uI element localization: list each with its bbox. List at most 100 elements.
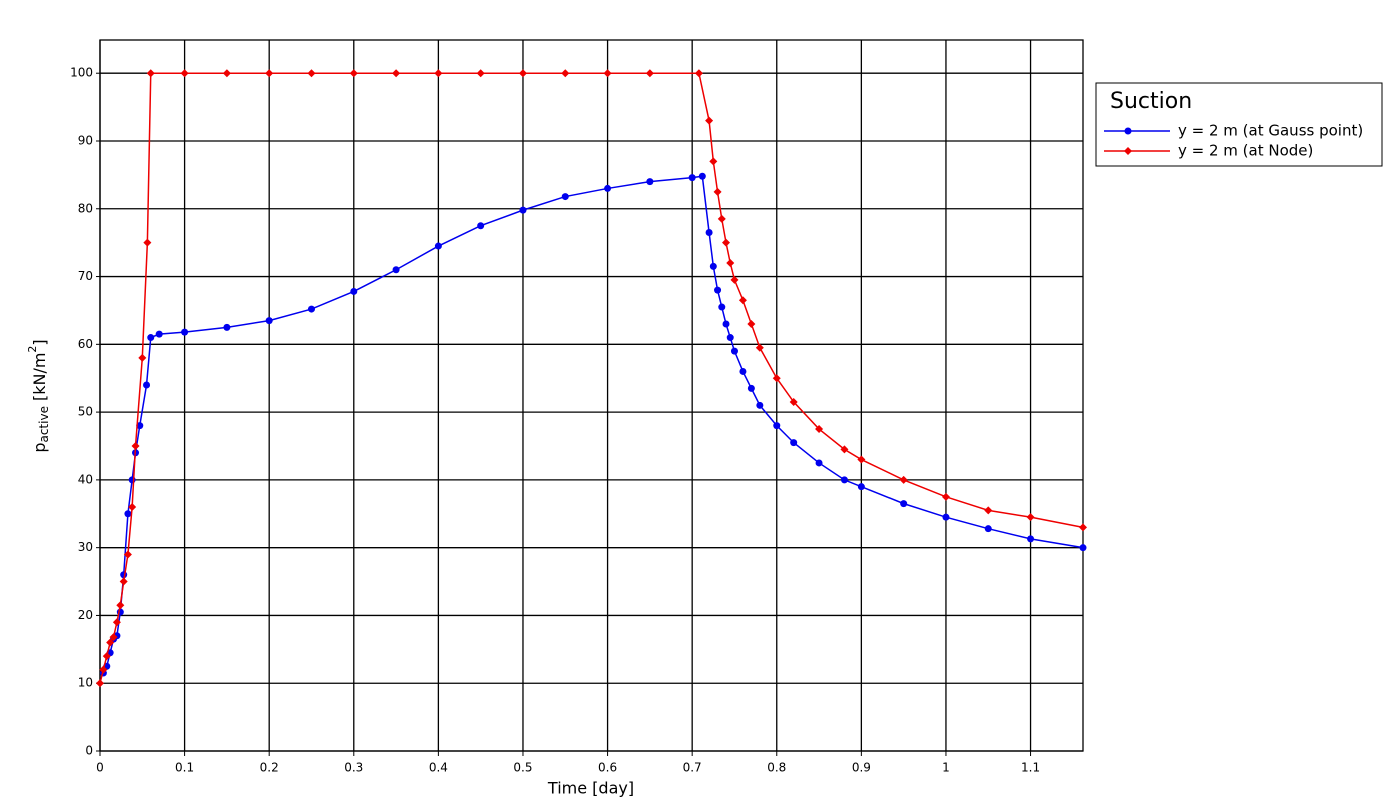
y-tick-label: 100 <box>70 66 93 80</box>
marker <box>1124 147 1132 155</box>
marker <box>815 459 823 467</box>
marker <box>477 222 485 230</box>
marker <box>857 483 865 491</box>
marker <box>307 69 316 78</box>
y-tick-label: 30 <box>78 540 93 554</box>
marker <box>143 381 151 389</box>
marker <box>1079 523 1087 532</box>
marker <box>899 475 908 484</box>
x-tick-label: 0.4 <box>429 761 448 775</box>
marker <box>222 69 231 78</box>
marker <box>646 178 654 186</box>
marker <box>1026 513 1035 522</box>
marker <box>147 334 155 342</box>
marker <box>840 476 848 484</box>
marker <box>789 397 798 406</box>
marker <box>307 305 315 313</box>
marker <box>434 69 443 78</box>
marker <box>705 116 714 125</box>
marker <box>603 69 612 78</box>
x-tick-label: 0.8 <box>767 761 786 775</box>
marker <box>123 550 132 559</box>
legend-label: y = 2 m (at Node) <box>1178 142 1313 160</box>
marker <box>772 374 781 383</box>
marker <box>714 286 722 294</box>
marker <box>705 228 713 236</box>
marker <box>718 303 726 311</box>
x-axis-label: Time [day] <box>547 779 634 798</box>
marker <box>941 492 950 501</box>
marker <box>698 172 706 180</box>
marker <box>645 69 654 78</box>
marker <box>146 69 155 78</box>
x-tick-label: 1.1 <box>1021 761 1040 775</box>
marker <box>1027 535 1035 543</box>
marker <box>265 69 274 78</box>
marker <box>561 69 570 78</box>
y-label-base: p <box>30 443 49 453</box>
x-tick-label: 0 <box>96 761 104 775</box>
marker <box>730 275 739 284</box>
marker <box>561 193 569 201</box>
y-label-sup: 2 <box>26 346 39 353</box>
marker <box>116 601 125 610</box>
marker <box>730 347 738 355</box>
marker <box>96 679 104 688</box>
marker <box>518 69 527 78</box>
marker <box>755 343 764 352</box>
marker <box>747 319 756 328</box>
marker <box>119 577 128 586</box>
marker <box>131 441 140 450</box>
marker <box>99 665 108 674</box>
marker <box>604 184 612 192</box>
marker <box>984 506 993 515</box>
marker <box>726 258 735 267</box>
marker <box>709 157 718 166</box>
y-tick-label: 80 <box>78 201 93 215</box>
y-tick-label: 70 <box>78 269 93 283</box>
marker <box>106 638 115 647</box>
marker <box>722 238 731 247</box>
marker <box>136 422 144 430</box>
marker <box>738 296 747 305</box>
marker <box>128 476 136 484</box>
marker <box>350 287 358 295</box>
marker <box>109 633 118 642</box>
marker <box>392 69 401 78</box>
plot-frame <box>99 39 1084 752</box>
marker <box>392 266 400 274</box>
y-label-sub: active <box>37 406 51 442</box>
y-axis-label: pactive [kN/m2] <box>26 339 51 452</box>
y-label-close: ] <box>30 339 49 345</box>
marker <box>713 187 722 196</box>
x-tick-label: 0.6 <box>598 761 617 775</box>
marker <box>143 238 152 247</box>
y-tick-label: 40 <box>78 472 93 486</box>
marker <box>790 439 798 447</box>
legend-box <box>1095 82 1383 167</box>
series-line <box>102 175 1084 674</box>
x-tick-label: 0.2 <box>260 761 279 775</box>
y-tick-label: 90 <box>78 133 93 147</box>
marker <box>181 328 189 336</box>
marker <box>694 69 703 78</box>
marker <box>180 69 189 78</box>
marker <box>102 652 111 661</box>
marker <box>265 317 273 325</box>
y-label-unit: [kN/m <box>30 353 49 401</box>
legend-label: y = 2 m (at Gauss point) <box>1178 122 1363 140</box>
marker <box>739 367 747 375</box>
x-tick-label: 0.1 <box>175 761 194 775</box>
marker <box>773 422 781 430</box>
marker <box>128 502 137 511</box>
marker <box>747 384 755 392</box>
marker <box>138 353 147 362</box>
marker <box>519 206 527 214</box>
marker <box>726 334 734 342</box>
marker <box>434 242 442 250</box>
marker <box>840 445 849 454</box>
marker <box>942 513 950 521</box>
x-tick-label: 0.7 <box>683 761 702 775</box>
marker <box>688 174 696 182</box>
